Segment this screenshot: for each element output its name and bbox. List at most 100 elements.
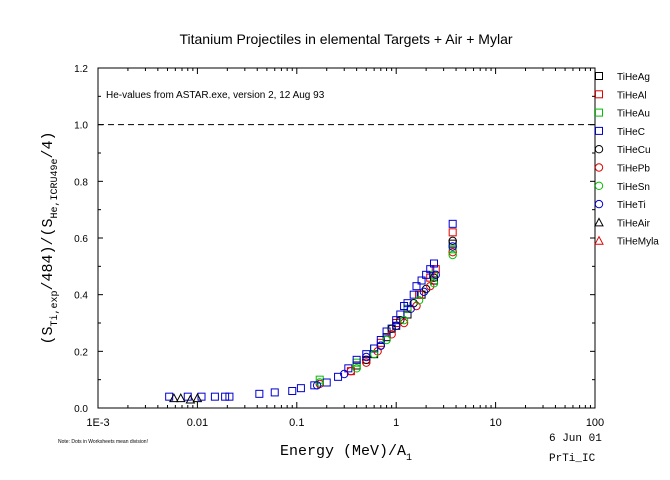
data-point bbox=[448, 250, 457, 260]
x-axis-ticks: 1E-3 0.01 0.1 1 10 100 bbox=[86, 68, 604, 429]
data-point bbox=[448, 239, 457, 248]
data-point bbox=[340, 369, 349, 379]
legend-label: TiHeAu bbox=[617, 109, 650, 120]
x-tick-label: 10 bbox=[489, 417, 501, 429]
data-point bbox=[421, 284, 431, 294]
data-point bbox=[448, 219, 457, 228]
chart-annotation: He-values from ASTAR.exe, version 2, 12 … bbox=[106, 90, 325, 101]
data-point bbox=[225, 392, 234, 401]
x-axis-label: Energy (MeV)/A1 bbox=[280, 443, 412, 464]
data-point bbox=[197, 392, 206, 401]
data-point bbox=[322, 378, 331, 387]
legend-label: TiHeSn bbox=[617, 182, 650, 193]
data-point bbox=[382, 327, 391, 336]
data-point bbox=[315, 378, 324, 387]
legend-marker bbox=[594, 235, 604, 245]
x-tick-label: 1 bbox=[393, 417, 399, 429]
data-point bbox=[448, 245, 457, 254]
x-tick-label: 100 bbox=[586, 417, 604, 429]
file-label: PrTi_IC bbox=[549, 453, 596, 465]
legend: TiHeAg TiHeAl TiHeAu TiHeC TiHeCu TiHePb TiHeS… bbox=[594, 72, 659, 248]
y-tick-label: 1.0 bbox=[74, 121, 88, 132]
data-point bbox=[392, 316, 401, 325]
legend-marker bbox=[594, 145, 604, 154]
legend-marker bbox=[595, 108, 603, 117]
data-point bbox=[382, 335, 391, 345]
y-tick-label: 0.8 bbox=[74, 177, 88, 188]
legend-label: TiHeAl bbox=[617, 90, 647, 101]
date-label: 6 Jun 01 bbox=[549, 433, 602, 445]
data-point bbox=[412, 282, 421, 291]
data-point bbox=[399, 315, 409, 325]
legend-marker bbox=[595, 126, 603, 135]
y-label-part: /4) bbox=[40, 131, 57, 158]
data-point bbox=[399, 318, 409, 328]
data-point bbox=[344, 364, 353, 373]
x-tick-label: 1E-3 bbox=[86, 417, 109, 429]
legend-marker bbox=[595, 72, 603, 80]
data-point bbox=[409, 290, 418, 299]
data-point bbox=[362, 352, 371, 362]
x-label-main: Energy (MeV)/A bbox=[280, 443, 406, 460]
legend-marker bbox=[595, 90, 603, 99]
legend-label: TiHeC bbox=[617, 127, 645, 138]
data-point bbox=[448, 247, 457, 257]
y-tick-label: 0.6 bbox=[74, 234, 88, 245]
legend-label: TiHeMyla bbox=[617, 237, 659, 248]
y-tick-label: 1.2 bbox=[74, 64, 88, 75]
data-point bbox=[382, 333, 391, 342]
data-point bbox=[429, 259, 438, 268]
legend-marker bbox=[594, 217, 604, 227]
y-tick-label: 0.0 bbox=[74, 404, 88, 415]
chart-title: Titanium Projectiles in elemental Target… bbox=[179, 31, 512, 47]
data-point bbox=[448, 242, 457, 251]
data-point bbox=[417, 276, 426, 285]
data-point bbox=[270, 388, 279, 397]
data-point bbox=[448, 228, 457, 237]
data-point bbox=[415, 290, 424, 299]
data-point bbox=[255, 389, 264, 398]
data-point bbox=[406, 304, 415, 314]
x-label-subscript: 1 bbox=[406, 453, 412, 464]
y-label-subscript: Ti,exp bbox=[49, 291, 61, 327]
legend-marker bbox=[594, 163, 604, 172]
data-point bbox=[352, 364, 361, 373]
data-point bbox=[185, 394, 196, 404]
data-point bbox=[175, 393, 186, 403]
data-point bbox=[387, 324, 396, 333]
data-point bbox=[221, 392, 230, 401]
x-tick-label: 0.01 bbox=[187, 417, 208, 429]
plot-frame bbox=[97, 67, 596, 409]
legend-label: TiHeCu bbox=[617, 145, 651, 156]
y-axis-ticks: 0.0 0.2 0.4 0.6 0.8 1.0 1.2 bbox=[74, 64, 595, 415]
data-point bbox=[419, 287, 429, 297]
data-point bbox=[376, 341, 386, 350]
data-point bbox=[392, 321, 401, 331]
data-point bbox=[362, 355, 371, 365]
y-label-subscript: He,ICRU49e bbox=[50, 158, 61, 218]
legend-label: TiHeAg bbox=[617, 72, 650, 83]
y-label-part: (S bbox=[40, 327, 57, 345]
data-point bbox=[296, 384, 305, 393]
data-point bbox=[422, 270, 431, 279]
legend-label: TiHePb bbox=[617, 164, 650, 175]
data-point bbox=[362, 358, 371, 367]
data-point bbox=[352, 355, 361, 364]
data-point bbox=[431, 265, 440, 274]
data-point bbox=[431, 270, 440, 280]
data-point bbox=[288, 387, 297, 395]
legend-marker bbox=[594, 181, 604, 191]
y-label-part: /484)/(S bbox=[40, 218, 57, 290]
legend-label: TiHeAir bbox=[617, 218, 651, 229]
data-point bbox=[312, 381, 322, 390]
data-point bbox=[362, 350, 371, 359]
y-axis-label: (STi,exp/484)/(SHe,ICRU49e/4) bbox=[40, 131, 61, 344]
data-point bbox=[376, 336, 385, 344]
data-point bbox=[169, 393, 179, 403]
data-point bbox=[192, 393, 203, 403]
data-point bbox=[396, 310, 405, 319]
data-point bbox=[448, 236, 457, 246]
data-point bbox=[369, 349, 379, 359]
data-point bbox=[387, 330, 396, 339]
